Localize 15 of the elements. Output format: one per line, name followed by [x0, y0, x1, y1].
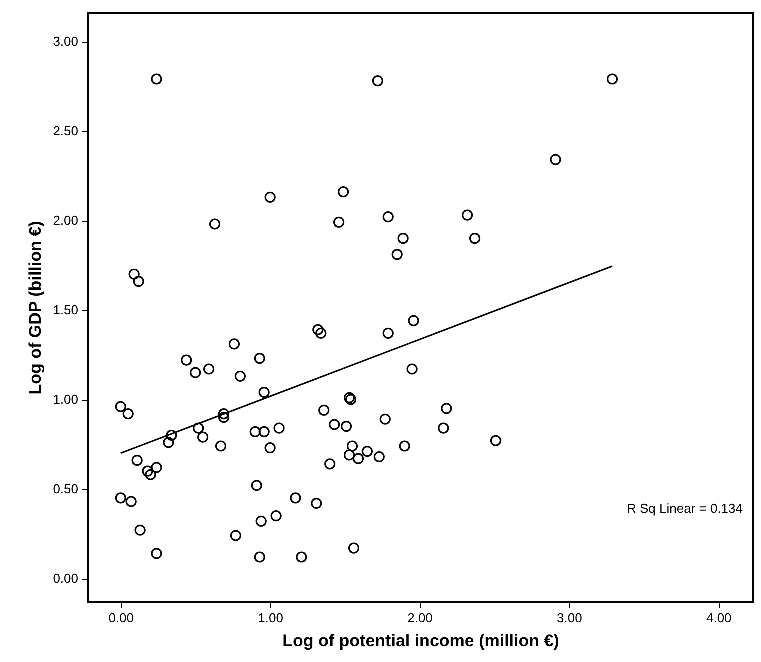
annotation: R Sq Linear = 0.134 — [627, 501, 743, 516]
y-tick-label: 2.00 — [53, 213, 78, 228]
y-tick-label: 0.00 — [53, 571, 78, 586]
x-axis-title: Log of potential income (million €) — [282, 632, 560, 650]
y-tick-label: 1.00 — [53, 392, 78, 408]
x-tick-label: 1.00 — [258, 610, 284, 626]
y-tick-label: 0.50 — [53, 482, 78, 497]
y-tick-label: 1.50 — [53, 302, 78, 318]
x-tick-label: 3.00 — [557, 610, 582, 626]
y-axis-title: Log of GDP (billion €) — [26, 221, 46, 395]
x-tick-label: 2.00 — [408, 610, 433, 626]
x-tick-label: 0.00 — [108, 610, 134, 626]
y-tick-label: 3.00 — [53, 34, 78, 50]
y-tick-label: 2.50 — [53, 124, 78, 139]
x-tick-label: 4.00 — [706, 610, 732, 626]
